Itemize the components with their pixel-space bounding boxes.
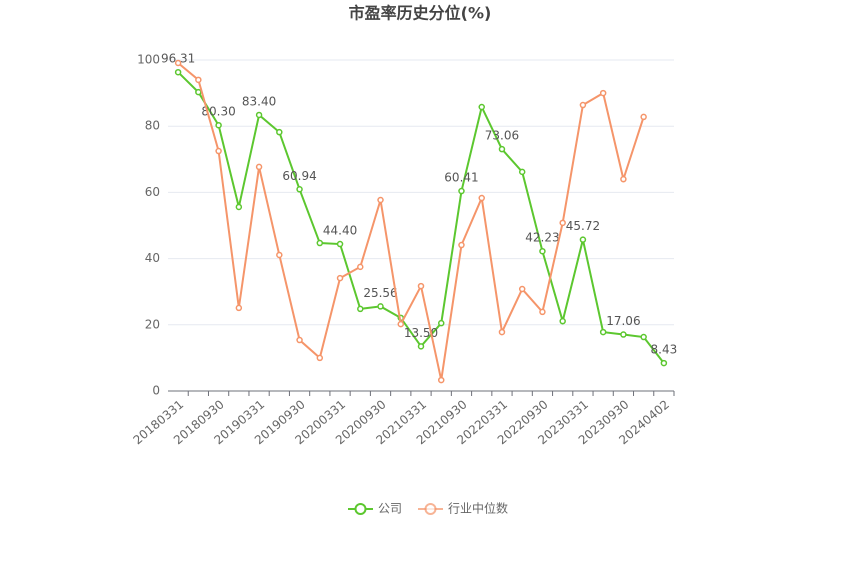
- point: [316, 239, 324, 247]
- y-tick-label: 40: [145, 251, 160, 265]
- point: [255, 111, 263, 119]
- point: [336, 240, 344, 248]
- data-label: 73.06: [485, 129, 519, 143]
- point: [518, 168, 526, 176]
- point: [640, 333, 647, 341]
- point: [579, 101, 587, 109]
- point: [620, 175, 627, 183]
- point: [336, 274, 344, 282]
- point: [437, 376, 445, 384]
- legend-marker: [424, 503, 437, 515]
- point: [276, 251, 283, 259]
- point: [458, 241, 465, 249]
- point: [478, 103, 485, 111]
- data-label: 60.41: [444, 171, 478, 185]
- point: [174, 59, 182, 67]
- data-label: 17.06: [606, 314, 640, 328]
- y-tick-label: 20: [145, 317, 160, 331]
- point: [640, 113, 647, 121]
- data-label: 25.56: [363, 286, 397, 300]
- series-line: [177, 62, 645, 381]
- point: [195, 88, 202, 96]
- legend-marker: [354, 503, 367, 515]
- point: [579, 236, 587, 243]
- point: [599, 89, 607, 97]
- point: [620, 331, 627, 338]
- point: [498, 145, 506, 153]
- point: [377, 303, 384, 310]
- point: [417, 343, 425, 350]
- data-label: 8.43: [651, 343, 678, 357]
- point: [539, 308, 546, 316]
- y-tick-label: 80: [145, 119, 160, 133]
- y-tick-label: 100: [137, 53, 160, 67]
- data-label: 44.40: [323, 224, 357, 238]
- y-tick-label: 0: [152, 384, 160, 398]
- point: [458, 187, 465, 195]
- point: [215, 121, 222, 129]
- legend-label: 行业中位数: [448, 501, 508, 516]
- point: [215, 147, 222, 155]
- point: [195, 76, 202, 84]
- data-label: 42.23: [525, 231, 559, 245]
- point: [296, 336, 303, 344]
- point: [539, 247, 546, 255]
- point: [498, 328, 506, 336]
- point: [357, 263, 364, 271]
- data-label: 83.40: [242, 94, 276, 108]
- point: [255, 163, 263, 171]
- point: [316, 354, 324, 362]
- point: [559, 219, 566, 227]
- point: [276, 128, 283, 136]
- chart-title: 市盈率历史分位(%): [349, 4, 492, 23]
- point: [437, 319, 445, 327]
- point: [417, 282, 425, 290]
- point: [660, 359, 668, 367]
- y-tick-label: 60: [145, 185, 160, 199]
- point: [235, 304, 243, 312]
- point: [559, 317, 566, 325]
- point: [174, 68, 182, 76]
- point: [357, 305, 364, 313]
- data-label: 60.94: [282, 169, 316, 183]
- point: [478, 194, 485, 202]
- point: [377, 196, 384, 204]
- legend-label: 公司: [378, 502, 402, 516]
- point: [518, 285, 526, 293]
- data-label: 45.72: [566, 219, 600, 233]
- data-label: 80.30: [201, 105, 235, 119]
- data-label: 96.31: [161, 52, 195, 66]
- point: [397, 320, 405, 328]
- point: [296, 186, 303, 193]
- point: [599, 328, 607, 336]
- point: [235, 203, 243, 211]
